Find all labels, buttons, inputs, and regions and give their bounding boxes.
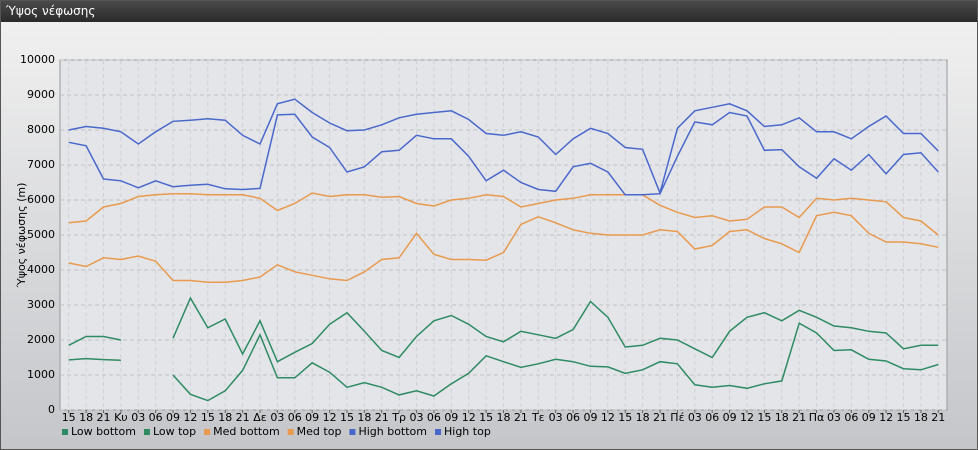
x-tick-label: Πα — [809, 411, 825, 424]
x-tick-label: 03 — [410, 411, 424, 424]
x-tick-label: 15 — [897, 411, 911, 424]
x-tick-label: 09 — [583, 411, 597, 424]
y-tick-label: 10000 — [20, 53, 55, 66]
x-tick-label: 09 — [166, 411, 180, 424]
x-tick-label: 12 — [879, 411, 893, 424]
x-tick-label: 18 — [914, 411, 928, 424]
x-tick-label: 18 — [218, 411, 232, 424]
y-tick-label: 1000 — [27, 368, 55, 381]
x-tick-label: 21 — [96, 411, 110, 424]
y-tick-label: 7000 — [27, 158, 55, 171]
x-tick-label: 09 — [723, 411, 737, 424]
x-tick-label: 06 — [427, 411, 441, 424]
x-tick-label: 03 — [549, 411, 563, 424]
legend-label: High bottom — [358, 425, 427, 438]
x-tick-label: Πέ — [670, 411, 684, 424]
legend-label: High top — [444, 425, 491, 438]
window-title: Ύψος νέφωσης — [1, 1, 977, 22]
legend-label: Low top — [153, 425, 196, 438]
legend-label: Med top — [297, 425, 342, 438]
x-tick-label: 09 — [862, 411, 876, 424]
y-tick-label: 9000 — [27, 88, 55, 101]
x-tick-label: 06 — [288, 411, 302, 424]
legend-swatch — [349, 429, 356, 435]
series-line — [68, 296, 939, 363]
x-tick-label: 03 — [688, 411, 702, 424]
x-tick-label: 18 — [357, 411, 371, 424]
x-tick-label: 03 — [827, 411, 841, 424]
y-tick-label: 0 — [48, 403, 55, 416]
legend-swatch — [204, 429, 211, 435]
y-tick-label: 2000 — [27, 333, 55, 346]
x-tick-label: 21 — [653, 411, 667, 424]
legend-label: Med bottom — [213, 425, 280, 438]
x-tick-label: Δε — [253, 411, 267, 424]
legend-label: Low bottom — [71, 425, 136, 438]
legend-swatch — [435, 429, 441, 435]
legend-swatch — [62, 429, 68, 435]
x-tick-label: 21 — [931, 411, 945, 424]
series-line — [68, 98, 939, 196]
x-tick-label: 15 — [618, 411, 632, 424]
series-line — [68, 192, 939, 236]
x-tick-label: 15 — [757, 411, 771, 424]
x-tick-label: 06 — [566, 411, 580, 424]
x-tick-label: 03 — [270, 411, 284, 424]
x-tick-label: 18 — [497, 411, 511, 424]
x-tick-label: 06 — [844, 411, 858, 424]
y-tick-label: 3000 — [27, 298, 55, 311]
x-tick-label: 15 — [479, 411, 493, 424]
y-tick-label: 5000 — [27, 228, 55, 241]
y-axis-label: Ύψος νέφωσης (m) — [15, 183, 28, 289]
x-tick-label: 21 — [375, 411, 389, 424]
x-tick-label: 06 — [149, 411, 163, 424]
x-tick-label: 21 — [236, 411, 250, 424]
y-tick-label: 8000 — [27, 123, 55, 136]
x-tick-label: 09 — [444, 411, 458, 424]
x-tick-label: 12 — [740, 411, 754, 424]
x-tick-label: 12 — [462, 411, 476, 424]
x-tick-label: Κυ — [114, 411, 128, 424]
x-tick-label: 15 — [340, 411, 354, 424]
x-tick-label: Τρ — [391, 411, 406, 424]
x-tick-label: Τε — [531, 411, 545, 424]
x-tick-label: 12 — [323, 411, 337, 424]
x-tick-label: 03 — [131, 411, 145, 424]
series-line — [68, 111, 939, 196]
x-tick-label: 18 — [636, 411, 650, 424]
x-tick-label: 18 — [775, 411, 789, 424]
x-tick-label: 12 — [601, 411, 615, 424]
x-tick-label: 15 — [62, 411, 76, 424]
y-tick-label: 6000 — [27, 193, 55, 206]
x-tick-label: 09 — [305, 411, 319, 424]
x-tick-label: 15 — [201, 411, 215, 424]
x-tick-label: 06 — [705, 411, 719, 424]
series-line — [68, 322, 939, 402]
legend-swatch — [287, 429, 294, 435]
x-tick-label: 12 — [183, 411, 197, 424]
x-tick-label: 21 — [792, 411, 806, 424]
legend-swatch — [143, 429, 150, 435]
x-tick-label: 21 — [514, 411, 528, 424]
series-line — [68, 211, 939, 284]
y-tick-label: 4000 — [27, 263, 55, 276]
x-tick-label: 18 — [79, 411, 93, 424]
